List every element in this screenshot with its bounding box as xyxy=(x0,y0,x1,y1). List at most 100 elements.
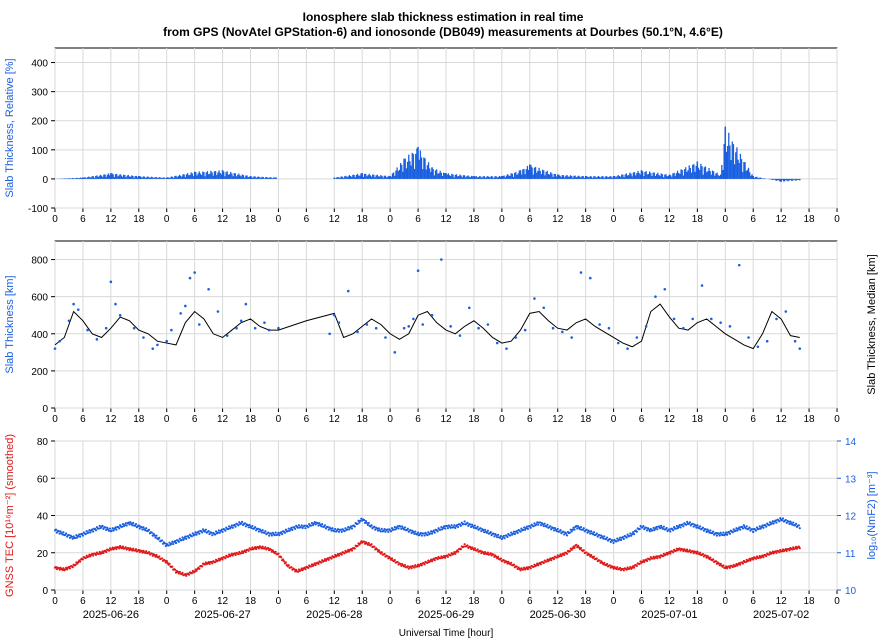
slab-point xyxy=(365,323,369,326)
nmf2-point xyxy=(376,527,379,530)
x-axis-label: Universal Time [hour] xyxy=(399,628,494,639)
y-tick-label: 0 xyxy=(42,404,48,415)
nmf2-point xyxy=(685,523,688,526)
y-tick-label: 40 xyxy=(37,512,49,523)
x-tick-label: 6 xyxy=(750,596,756,607)
tec-point xyxy=(367,541,370,545)
x-tick-label: 0 xyxy=(611,596,617,607)
x-tick-label: 0 xyxy=(52,596,58,607)
nmf2-point xyxy=(672,529,675,532)
nmf2-point xyxy=(347,526,350,529)
tec-point xyxy=(160,557,164,560)
tec-point xyxy=(582,549,585,552)
x-tick-label: 0 xyxy=(276,214,282,225)
tec-point xyxy=(393,558,396,562)
tec-point xyxy=(150,552,153,555)
slab-point xyxy=(798,347,802,350)
nmf2-point xyxy=(519,530,522,533)
nmf2-point xyxy=(330,529,333,532)
nmf2-point xyxy=(377,527,381,530)
nmf2-point xyxy=(691,522,694,525)
tec-point xyxy=(473,547,476,550)
x-tick-label: 12 xyxy=(217,414,229,425)
y-right-tick-label: 10 xyxy=(845,586,857,597)
slab-point xyxy=(635,336,639,339)
x-tick-label: 12 xyxy=(440,596,452,607)
nmf2-point xyxy=(211,534,214,537)
slab-point xyxy=(579,271,583,274)
nmf2-point xyxy=(768,521,772,524)
tec-point xyxy=(296,570,300,573)
nmf2-point xyxy=(602,537,605,540)
nmf2-point xyxy=(65,532,68,535)
nmf2-point xyxy=(297,524,301,527)
tec-point xyxy=(257,547,260,550)
nmf2-point xyxy=(67,533,71,537)
nmf2-point xyxy=(596,535,599,538)
tec-point xyxy=(618,566,622,570)
nmf2-point xyxy=(233,523,236,526)
tec-point xyxy=(350,549,354,552)
x-tick-label: 0 xyxy=(164,596,170,607)
nmf2-point xyxy=(718,534,721,537)
tec-point xyxy=(549,557,552,560)
slab-point xyxy=(114,302,117,306)
x-tick-label: 0 xyxy=(723,414,729,425)
y-tick-label: 0 xyxy=(42,586,48,597)
tec-point xyxy=(709,556,712,559)
tec-point xyxy=(652,555,655,558)
nmf2-point xyxy=(484,528,487,531)
tec-point xyxy=(798,547,801,550)
tec-point xyxy=(343,552,346,555)
nmf2-point xyxy=(552,529,556,532)
slab-point xyxy=(346,289,350,293)
nmf2-point xyxy=(163,542,166,545)
y-axis-label: Slab Thickness [km] xyxy=(4,275,16,373)
nmf2-point xyxy=(190,535,193,538)
nmf2-point xyxy=(191,532,194,535)
nmf2-point xyxy=(231,526,234,529)
nmf2-point xyxy=(436,530,439,533)
tec-point xyxy=(681,548,684,551)
tec-point xyxy=(791,548,794,551)
tec-point xyxy=(187,573,191,576)
nmf2-point xyxy=(532,525,535,528)
y-tick-label: 200 xyxy=(31,367,48,378)
nmf2-point xyxy=(208,532,211,536)
slab-point xyxy=(458,334,462,337)
tec-point xyxy=(65,566,68,569)
slab-point xyxy=(728,325,732,328)
tec-point xyxy=(240,552,243,555)
nmf2-point xyxy=(416,533,419,536)
tec-point xyxy=(622,569,625,572)
tec-point xyxy=(550,559,553,562)
nmf2-point xyxy=(79,535,82,538)
nmf2-point xyxy=(218,531,221,534)
nmf2-point xyxy=(251,524,254,528)
x-tick-label: 12 xyxy=(440,214,452,225)
tec-point xyxy=(353,547,356,550)
tec-point xyxy=(767,553,771,556)
tec-point xyxy=(641,560,644,564)
tec-point xyxy=(585,551,588,554)
nmf2-point xyxy=(556,527,559,531)
nmf2-point xyxy=(277,531,280,534)
nmf2-point xyxy=(303,524,306,527)
x-tick-label: 12 xyxy=(105,414,117,425)
slab-point xyxy=(588,276,592,280)
tec-point xyxy=(54,565,58,569)
tec-point xyxy=(696,550,699,553)
nmf2-point xyxy=(300,524,303,527)
nmf2-point xyxy=(506,535,509,539)
nmf2-point xyxy=(339,528,342,531)
nmf2-point xyxy=(370,524,373,527)
nmf2-point xyxy=(61,533,64,536)
nmf2-point xyxy=(84,532,87,536)
x-tick-label: 12 xyxy=(105,596,117,607)
tec-point xyxy=(695,552,698,555)
x-tick-label: 6 xyxy=(750,214,756,225)
nmf2-point xyxy=(278,534,281,537)
tec-point xyxy=(726,567,729,570)
x-tick-label: 6 xyxy=(192,414,198,425)
tec-point xyxy=(430,558,433,561)
